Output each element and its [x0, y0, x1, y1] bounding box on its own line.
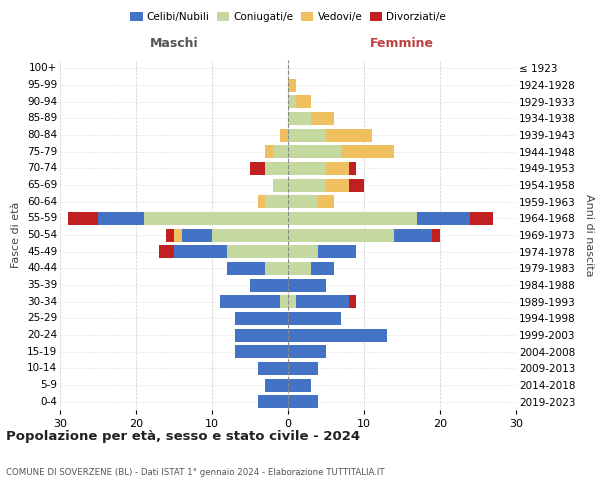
Text: Femmine: Femmine — [370, 37, 434, 50]
Bar — [288, 112, 311, 125]
Bar — [288, 295, 296, 308]
Bar — [296, 95, 311, 108]
Bar — [326, 162, 349, 175]
Bar — [326, 178, 349, 192]
Bar — [265, 145, 273, 158]
Bar — [288, 228, 394, 241]
Bar — [349, 178, 364, 192]
Bar — [288, 178, 326, 192]
Bar — [143, 212, 288, 225]
Bar — [349, 295, 356, 308]
Bar — [250, 162, 265, 175]
Bar — [311, 262, 334, 275]
Bar — [288, 128, 326, 141]
Bar — [235, 312, 288, 325]
Bar — [68, 212, 98, 225]
Bar — [288, 162, 326, 175]
Bar — [433, 228, 440, 241]
Bar — [280, 128, 288, 141]
Bar — [159, 245, 174, 258]
Bar — [227, 262, 265, 275]
Bar — [288, 395, 319, 408]
Bar — [166, 228, 174, 241]
Y-axis label: Fasce di età: Fasce di età — [11, 202, 22, 268]
Bar — [273, 145, 288, 158]
Bar — [288, 345, 326, 358]
Bar — [288, 312, 341, 325]
Bar — [174, 245, 227, 258]
Bar — [288, 145, 341, 158]
Bar — [182, 228, 212, 241]
Bar — [288, 328, 387, 342]
Bar — [250, 278, 288, 291]
Bar — [280, 295, 288, 308]
Bar — [394, 228, 433, 241]
Bar — [212, 228, 288, 241]
Bar — [265, 378, 288, 392]
Legend: Celibi/Nubili, Coniugati/e, Vedovi/e, Divorziati/e: Celibi/Nubili, Coniugati/e, Vedovi/e, Di… — [126, 8, 450, 26]
Bar — [319, 245, 356, 258]
Bar — [341, 145, 394, 158]
Bar — [288, 78, 296, 92]
Bar — [235, 328, 288, 342]
Bar — [265, 195, 288, 208]
Bar — [288, 262, 311, 275]
Bar — [273, 178, 288, 192]
Bar — [265, 262, 288, 275]
Bar — [288, 212, 417, 225]
Bar — [288, 378, 311, 392]
Bar — [220, 295, 280, 308]
Bar — [257, 362, 288, 375]
Bar — [257, 395, 288, 408]
Bar — [235, 345, 288, 358]
Bar — [319, 195, 334, 208]
Text: Maschi: Maschi — [149, 37, 199, 50]
Bar — [326, 128, 371, 141]
Bar — [349, 162, 356, 175]
Text: COMUNE DI SOVERZENE (BL) - Dati ISTAT 1° gennaio 2024 - Elaborazione TUTTITALIA.: COMUNE DI SOVERZENE (BL) - Dati ISTAT 1°… — [6, 468, 385, 477]
Bar — [227, 245, 288, 258]
Bar — [417, 212, 470, 225]
Bar — [288, 245, 319, 258]
Bar — [296, 295, 349, 308]
Bar — [311, 112, 334, 125]
Bar — [288, 278, 326, 291]
Bar — [98, 212, 143, 225]
Bar — [288, 95, 296, 108]
Bar — [265, 162, 288, 175]
Text: Popolazione per età, sesso e stato civile - 2024: Popolazione per età, sesso e stato civil… — [6, 430, 360, 443]
Bar — [257, 195, 265, 208]
Bar — [470, 212, 493, 225]
Bar — [288, 195, 319, 208]
Bar — [288, 362, 319, 375]
Y-axis label: Anni di nascita: Anni di nascita — [584, 194, 594, 276]
Bar — [174, 228, 182, 241]
